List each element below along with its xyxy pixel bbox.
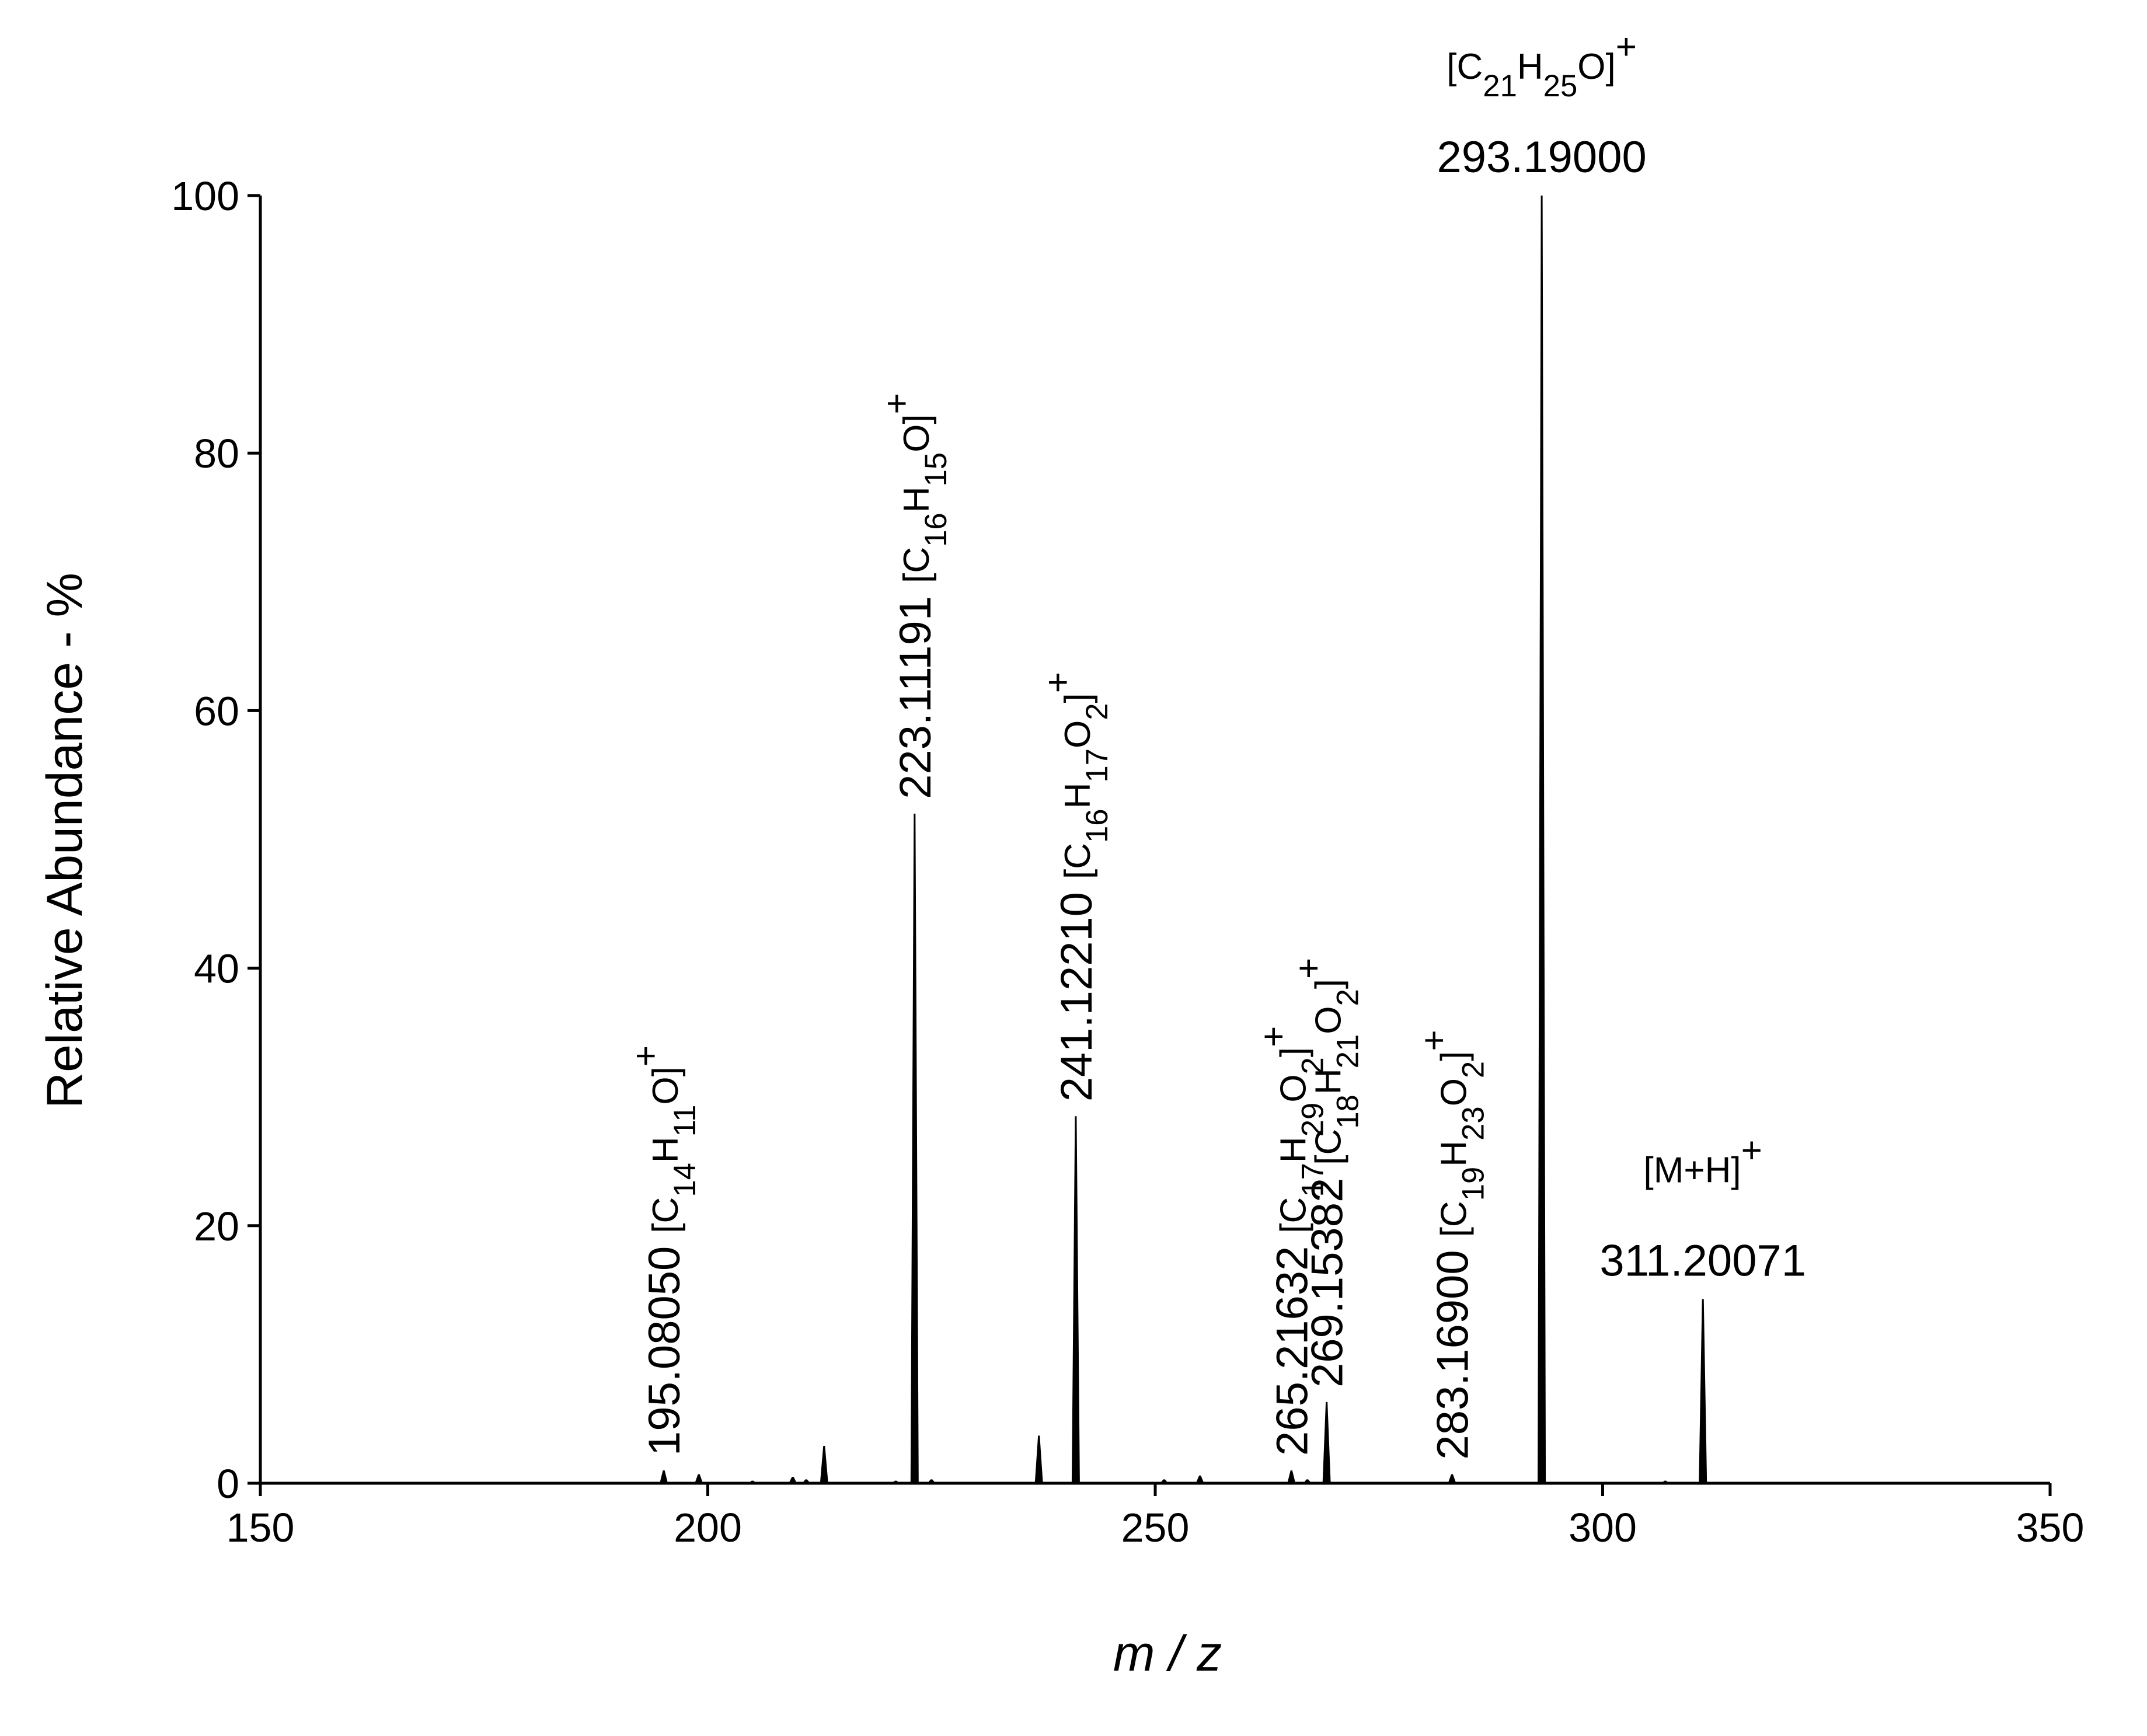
peak [426,1481,435,1483]
peak [1538,196,1546,1483]
y-tick-label: 0 [217,1461,239,1507]
peak [820,1446,828,1483]
peak [802,1479,811,1483]
peak [1322,1402,1331,1483]
peak [660,1470,668,1483]
peak [1196,1475,1204,1483]
formula-label: [C16H15O]+ [876,393,953,583]
x-axis-title: m / z [1113,1626,1222,1682]
y-tick-label: 20 [194,1204,239,1249]
peak [1160,1479,1169,1483]
y-axis-title: Relative Abundance - % [37,573,93,1108]
peak [319,1481,327,1483]
peak [1071,1116,1080,1483]
peak-label: 283.16900 [1428,1250,1477,1459]
peak [789,1476,797,1483]
peak [891,1480,900,1483]
formula-label: [C18H21O2]+ [1288,958,1365,1165]
y-tick-label: 40 [194,946,239,992]
formula-label: [C19H23O2]+ [1414,1030,1490,1237]
peak [1699,1299,1707,1483]
x-tick-label: 300 [1569,1505,1637,1550]
peak-label: 293.19000 [1437,133,1646,182]
y-tick-label: 80 [194,431,239,476]
formula-label: [C16H17O2]+ [1037,672,1114,879]
peak [748,1480,757,1483]
peak-label: 311.20071 [1599,1236,1806,1286]
peak [1034,1435,1043,1483]
peak [1303,1479,1312,1483]
y-tick-label: 60 [194,688,239,734]
peak-label: 241.12210 [1052,892,1102,1101]
x-tick-label: 150 [226,1505,295,1550]
formula-label: [C21H25O]+ [1447,27,1637,103]
peak [1448,1474,1456,1483]
peak [1287,1470,1296,1483]
x-tick-label: 350 [2016,1505,2085,1550]
formula-label: [M+H]+ [1644,1130,1762,1191]
peak-label: 265.21632 [1267,1246,1317,1456]
peak-label: 269.15382 [1303,1178,1353,1388]
formula-label: [C14H11O]+ [626,1045,702,1233]
y-tick-label: 100 [171,173,239,219]
peak [927,1479,936,1483]
peak [910,813,919,1483]
peak-label: 223.11191 [891,596,940,799]
formula-label: [C17H29O2]+ [1253,1026,1330,1233]
peak [695,1474,703,1483]
peak [569,1481,578,1483]
x-tick-label: 250 [1121,1505,1190,1550]
peak-label: 195.08050 [640,1246,689,1456]
peak [1661,1480,1669,1483]
x-tick-label: 200 [674,1505,742,1550]
